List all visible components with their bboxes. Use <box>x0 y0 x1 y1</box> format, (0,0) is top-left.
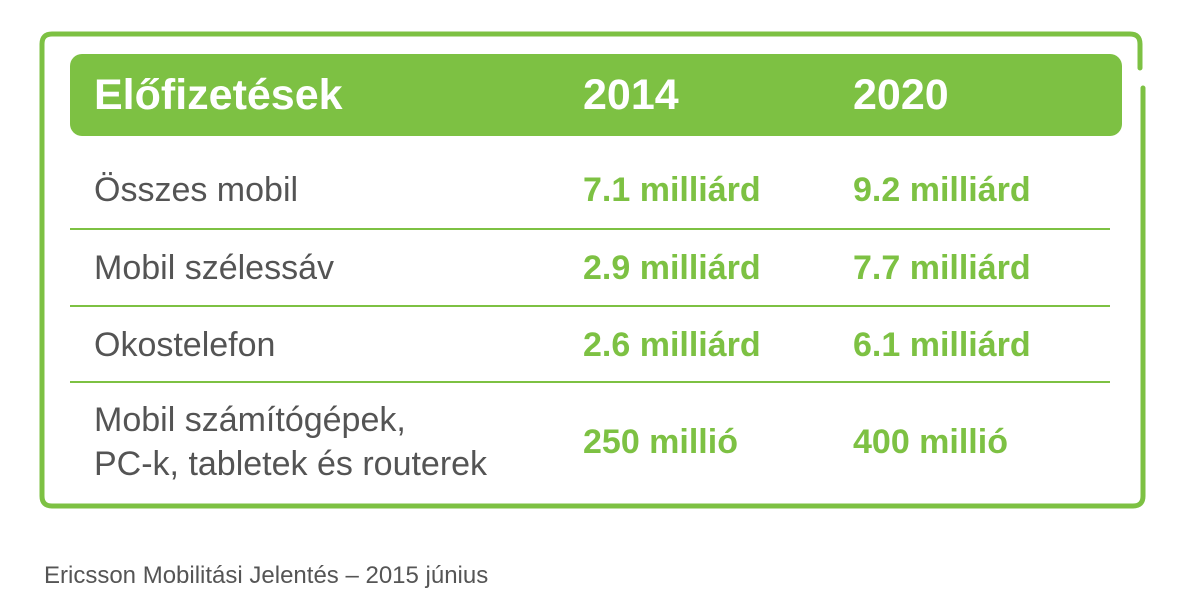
row-label-smartphone: Okostelefon <box>94 326 276 364</box>
row-label-mobile-broadband: Mobil szélessáv <box>94 249 334 287</box>
row-smartphone-2014: 2.6 milliárd <box>583 326 761 364</box>
row-total-mobile-2020: 9.2 milliárd <box>853 171 1031 209</box>
header-bar <box>70 54 1122 136</box>
row-smartphone-2020: 6.1 milliárd <box>853 326 1031 364</box>
row-label-line: Mobil számítógépek, <box>94 401 406 439</box>
row-divider <box>70 228 1110 230</box>
row-mobile-broadband-2014: 2.9 milliárd <box>583 249 761 287</box>
header-year-2014: 2014 <box>583 71 679 119</box>
row-label-total-mobile: Összes mobil <box>94 171 299 209</box>
row-label-mobile-pcs: Mobil számítógépek, PC-k, tabletek és ro… <box>94 398 487 486</box>
row-mobile-broadband-2020: 7.7 milliárd <box>853 249 1031 287</box>
row-total-mobile-2014: 7.1 milliárd <box>583 171 761 209</box>
row-divider <box>70 305 1110 307</box>
row-divider <box>70 381 1110 383</box>
row-label-line: PC-k, tabletek és routerek <box>94 445 488 483</box>
header-subscriptions: Előfizetések <box>94 71 343 119</box>
row-mobile-pcs-2014: 250 millió <box>583 423 738 461</box>
source-caption: Ericsson Mobilitási Jelentés – 2015 júni… <box>44 562 489 589</box>
row-mobile-pcs-2020: 400 millió <box>853 423 1008 461</box>
header-year-2020: 2020 <box>853 71 949 119</box>
